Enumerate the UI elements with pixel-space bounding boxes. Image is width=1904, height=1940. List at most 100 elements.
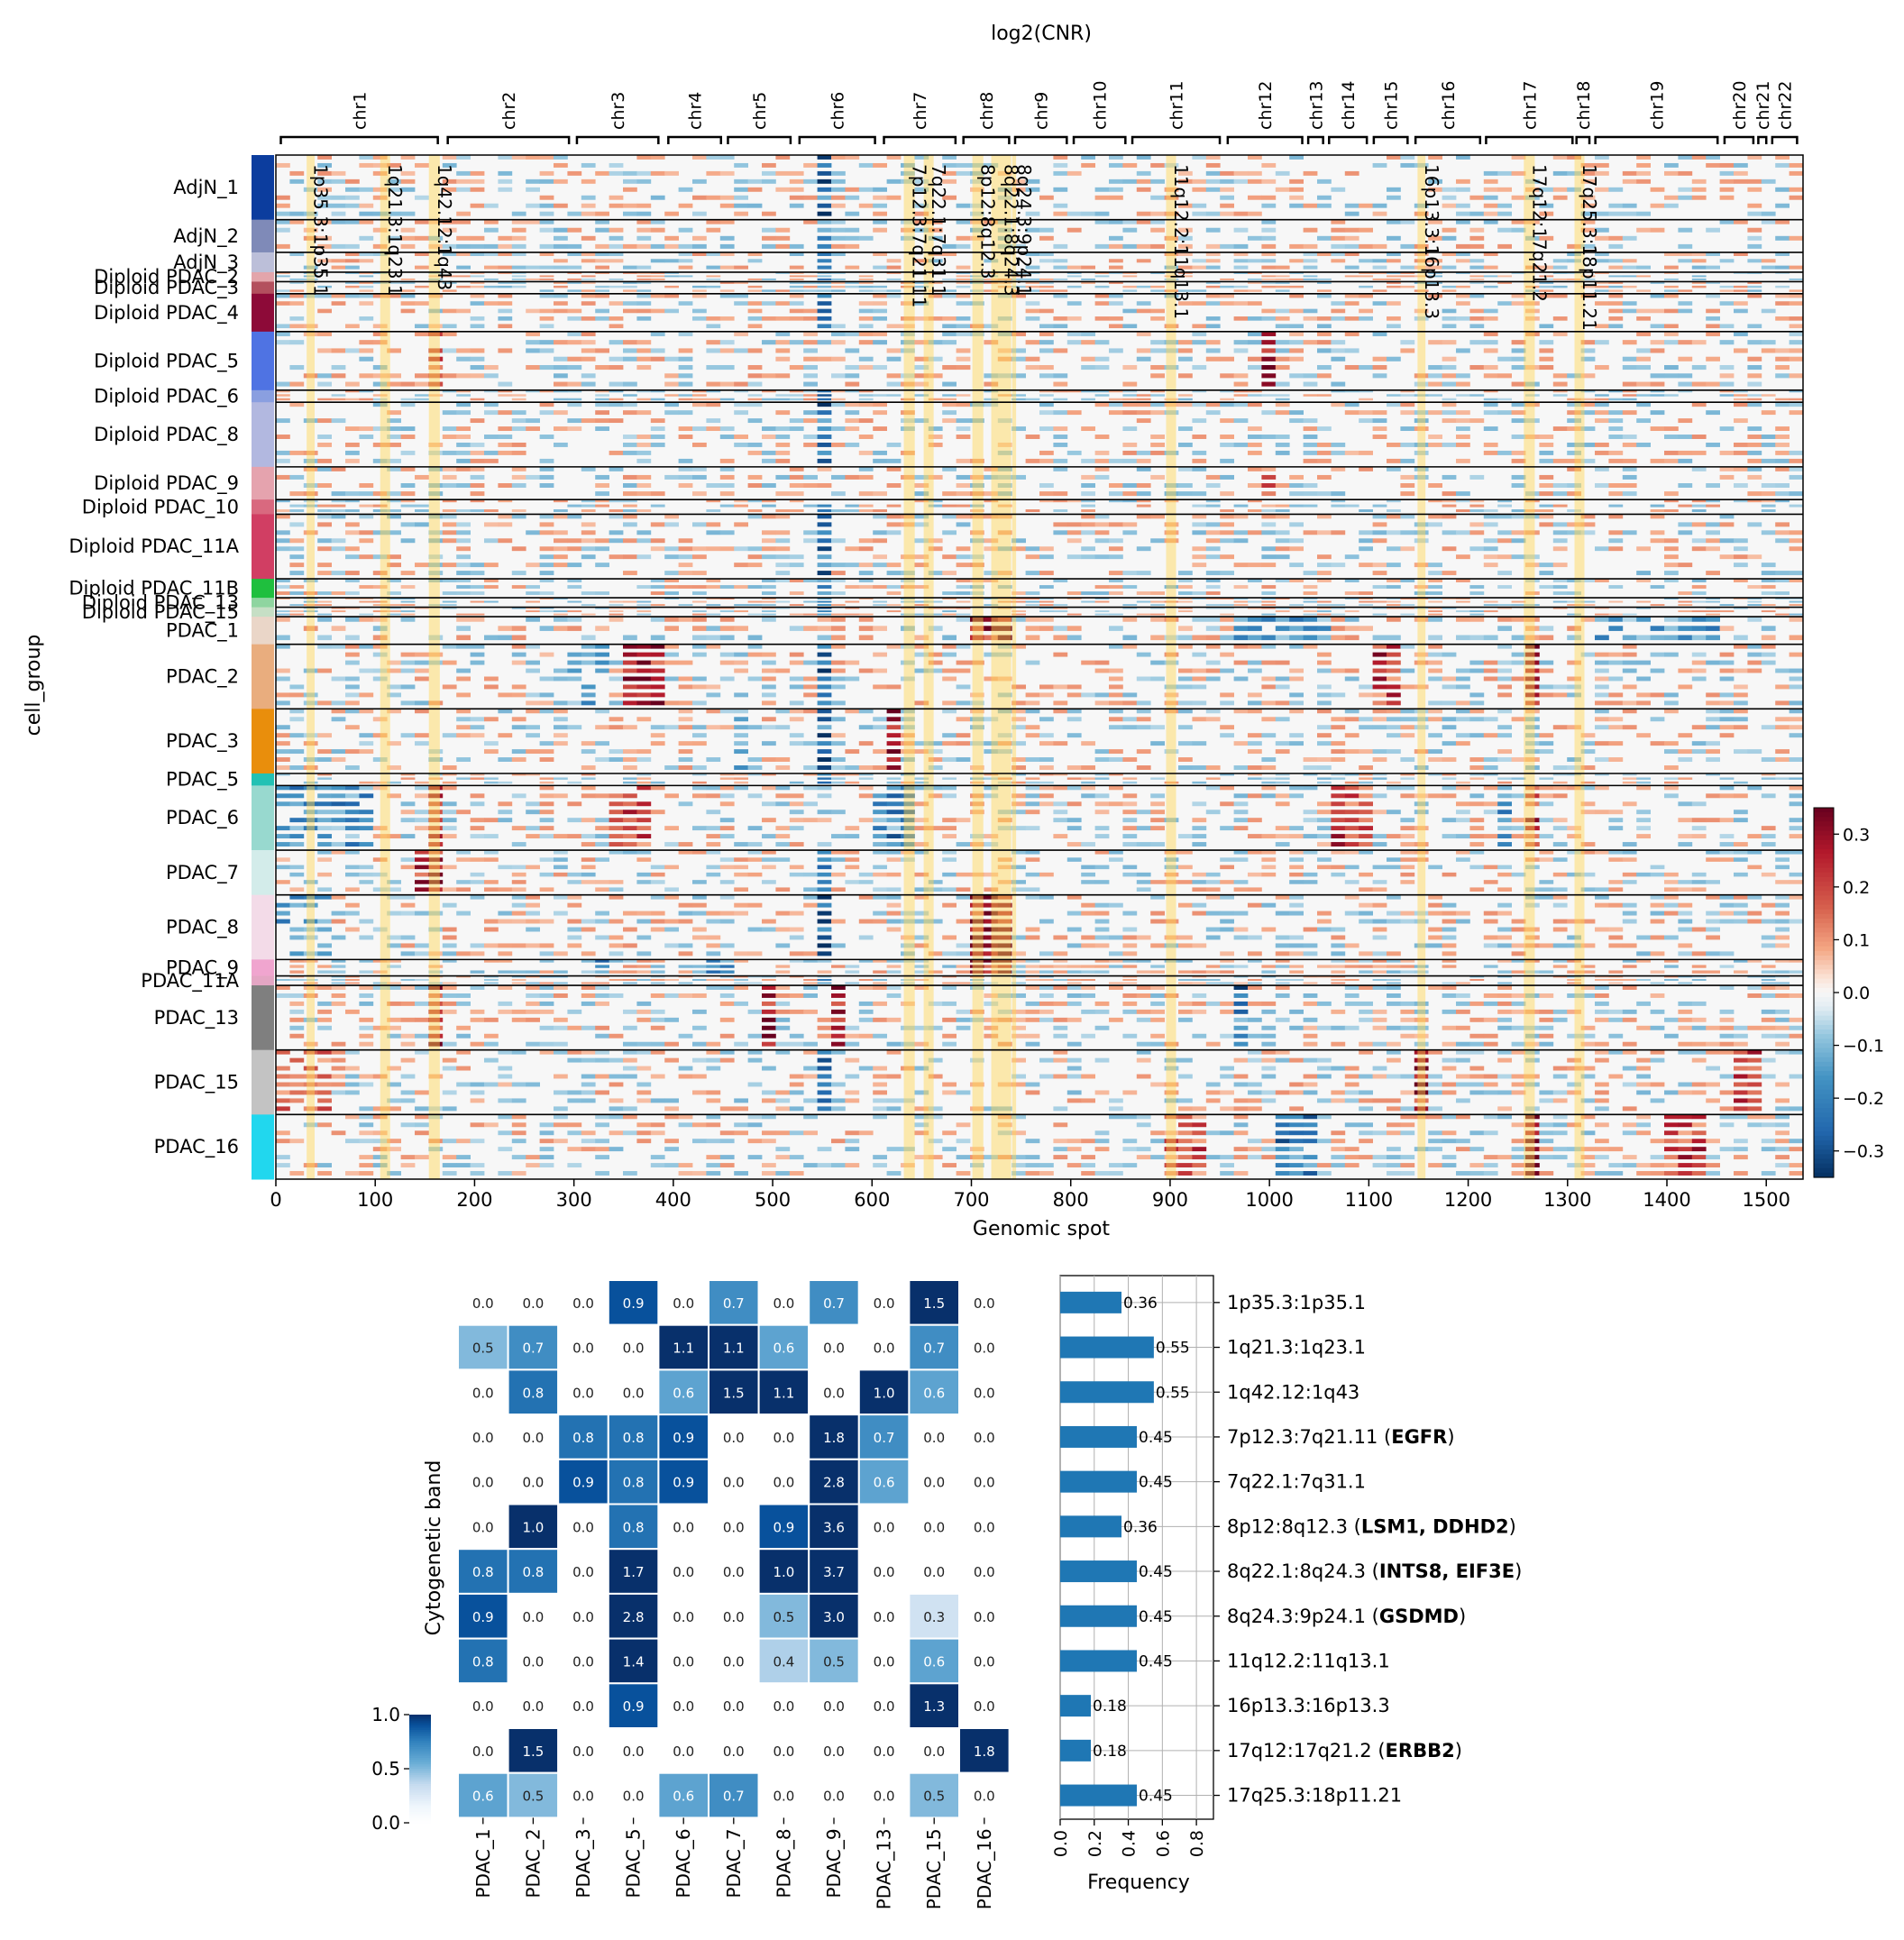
heatmap-cell bbox=[595, 793, 609, 799]
heatmap-cell bbox=[650, 700, 665, 706]
heatmap-cell bbox=[581, 316, 596, 321]
heatmap-cell bbox=[511, 426, 526, 432]
heatmap-cell bbox=[456, 810, 471, 815]
heatmap-cell bbox=[498, 265, 513, 270]
heatmap-cell bbox=[1567, 530, 1581, 535]
heatmap-cell bbox=[942, 402, 957, 407]
heatmap-cell bbox=[956, 426, 971, 432]
heatmap-cell bbox=[636, 801, 652, 807]
heatmap-cell bbox=[442, 227, 457, 233]
heatmap-cell bbox=[678, 571, 693, 576]
heatmap-cell bbox=[1664, 709, 1679, 714]
heatmap-cell bbox=[567, 610, 582, 613]
heatmap-cell bbox=[1248, 235, 1262, 241]
heatmap-cell bbox=[1178, 644, 1193, 649]
heatmap-cell bbox=[345, 178, 360, 184]
heatmap-cell bbox=[1387, 700, 1401, 706]
heatmap-cell bbox=[831, 281, 846, 284]
heatmap-cell bbox=[1205, 285, 1221, 288]
heatmap-cell bbox=[719, 652, 735, 657]
heatmap-cell bbox=[331, 626, 346, 631]
heatmap-cell bbox=[956, 613, 971, 616]
heatmap-cell bbox=[845, 546, 860, 552]
heatmap-cell bbox=[387, 604, 401, 607]
heatmap-cell bbox=[789, 389, 804, 393]
heatmap-cell bbox=[1442, 757, 1457, 763]
heatmap-cell bbox=[775, 410, 791, 416]
heatmap-cell bbox=[970, 504, 984, 508]
heatmap-cell bbox=[817, 271, 832, 274]
heatmap-cell bbox=[387, 579, 401, 582]
heatmap-cell bbox=[845, 364, 860, 371]
heatmap-cell bbox=[1789, 389, 1804, 393]
heatmap-cell bbox=[511, 773, 526, 776]
heatmap-cell bbox=[817, 660, 832, 665]
heatmap-cell bbox=[1303, 252, 1318, 256]
heatmap-cell bbox=[1039, 626, 1054, 631]
heatmap-cell bbox=[1497, 676, 1512, 682]
heatmap-cell bbox=[1289, 692, 1304, 698]
heatmap-cell bbox=[428, 604, 444, 607]
heatmap-cell bbox=[901, 810, 915, 815]
heatmap-cell bbox=[1331, 466, 1346, 471]
heatmap-cell bbox=[1734, 709, 1748, 714]
heatmap-cell bbox=[1205, 499, 1221, 503]
heatmap-cell bbox=[817, 211, 832, 216]
heatmap-cell bbox=[428, 364, 444, 371]
heatmap-cell bbox=[1650, 394, 1665, 397]
heatmap-cell bbox=[1552, 546, 1568, 552]
heatmap-cell bbox=[1303, 491, 1318, 497]
heatmap-cell bbox=[1567, 491, 1581, 497]
heatmap-cell bbox=[1789, 474, 1804, 480]
heatmap-cell bbox=[650, 644, 665, 649]
heatmap-cell bbox=[1789, 717, 1804, 722]
heatmap-cell bbox=[1317, 660, 1332, 665]
heatmap-cell bbox=[719, 635, 735, 641]
heatmap-cell bbox=[1053, 522, 1068, 527]
heatmap-cell bbox=[1789, 757, 1804, 763]
heatmap-cell bbox=[886, 271, 902, 274]
heatmap-cell bbox=[1428, 571, 1442, 576]
heatmap-cell bbox=[1066, 301, 1082, 306]
heatmap-cell bbox=[1387, 676, 1401, 682]
heatmap-cell bbox=[1164, 660, 1179, 665]
heatmap-cell bbox=[1359, 785, 1373, 791]
heatmap-cell bbox=[719, 483, 735, 489]
heatmap-cell bbox=[1580, 765, 1596, 770]
heatmap-cell bbox=[372, 243, 388, 249]
heatmap-cell bbox=[331, 348, 346, 353]
heatmap-cell bbox=[400, 243, 416, 249]
heatmap-cell bbox=[1636, 785, 1651, 791]
heatmap-cell bbox=[1344, 781, 1359, 784]
heatmap-cell bbox=[372, 785, 388, 791]
heatmap-cell bbox=[928, 271, 943, 274]
heatmap-cell bbox=[997, 348, 1012, 353]
heatmap-cell bbox=[762, 170, 776, 176]
heatmap-cell bbox=[1303, 810, 1318, 815]
heatmap-cell bbox=[1706, 499, 1720, 503]
heatmap-cell bbox=[1552, 394, 1568, 397]
heatmap-cell bbox=[1456, 410, 1470, 416]
heatmap-cell bbox=[1428, 435, 1442, 439]
heatmap-cell bbox=[636, 316, 652, 321]
heatmap-cell bbox=[1066, 316, 1082, 321]
heatmap-cell bbox=[1136, 676, 1151, 682]
heatmap-cell bbox=[942, 178, 957, 184]
heatmap-cell bbox=[317, 155, 332, 160]
heatmap-cell bbox=[1233, 178, 1249, 184]
heatmap-cell bbox=[1066, 554, 1082, 560]
heatmap-cell bbox=[650, 170, 665, 176]
heatmap-cell bbox=[706, 607, 721, 609]
heatmap-cell bbox=[387, 348, 401, 353]
heatmap-cell bbox=[775, 668, 791, 673]
heatmap-cell bbox=[1081, 356, 1095, 361]
heatmap-cell bbox=[984, 398, 999, 401]
heatmap-cell bbox=[1094, 301, 1110, 306]
heatmap-cell bbox=[956, 331, 971, 336]
heatmap-cell bbox=[1567, 170, 1581, 176]
heatmap-cell bbox=[1317, 563, 1332, 568]
heatmap-cell bbox=[1233, 170, 1249, 176]
heatmap-cell bbox=[886, 709, 902, 714]
heatmap-cell bbox=[1539, 235, 1554, 241]
heatmap-cell bbox=[595, 668, 609, 673]
